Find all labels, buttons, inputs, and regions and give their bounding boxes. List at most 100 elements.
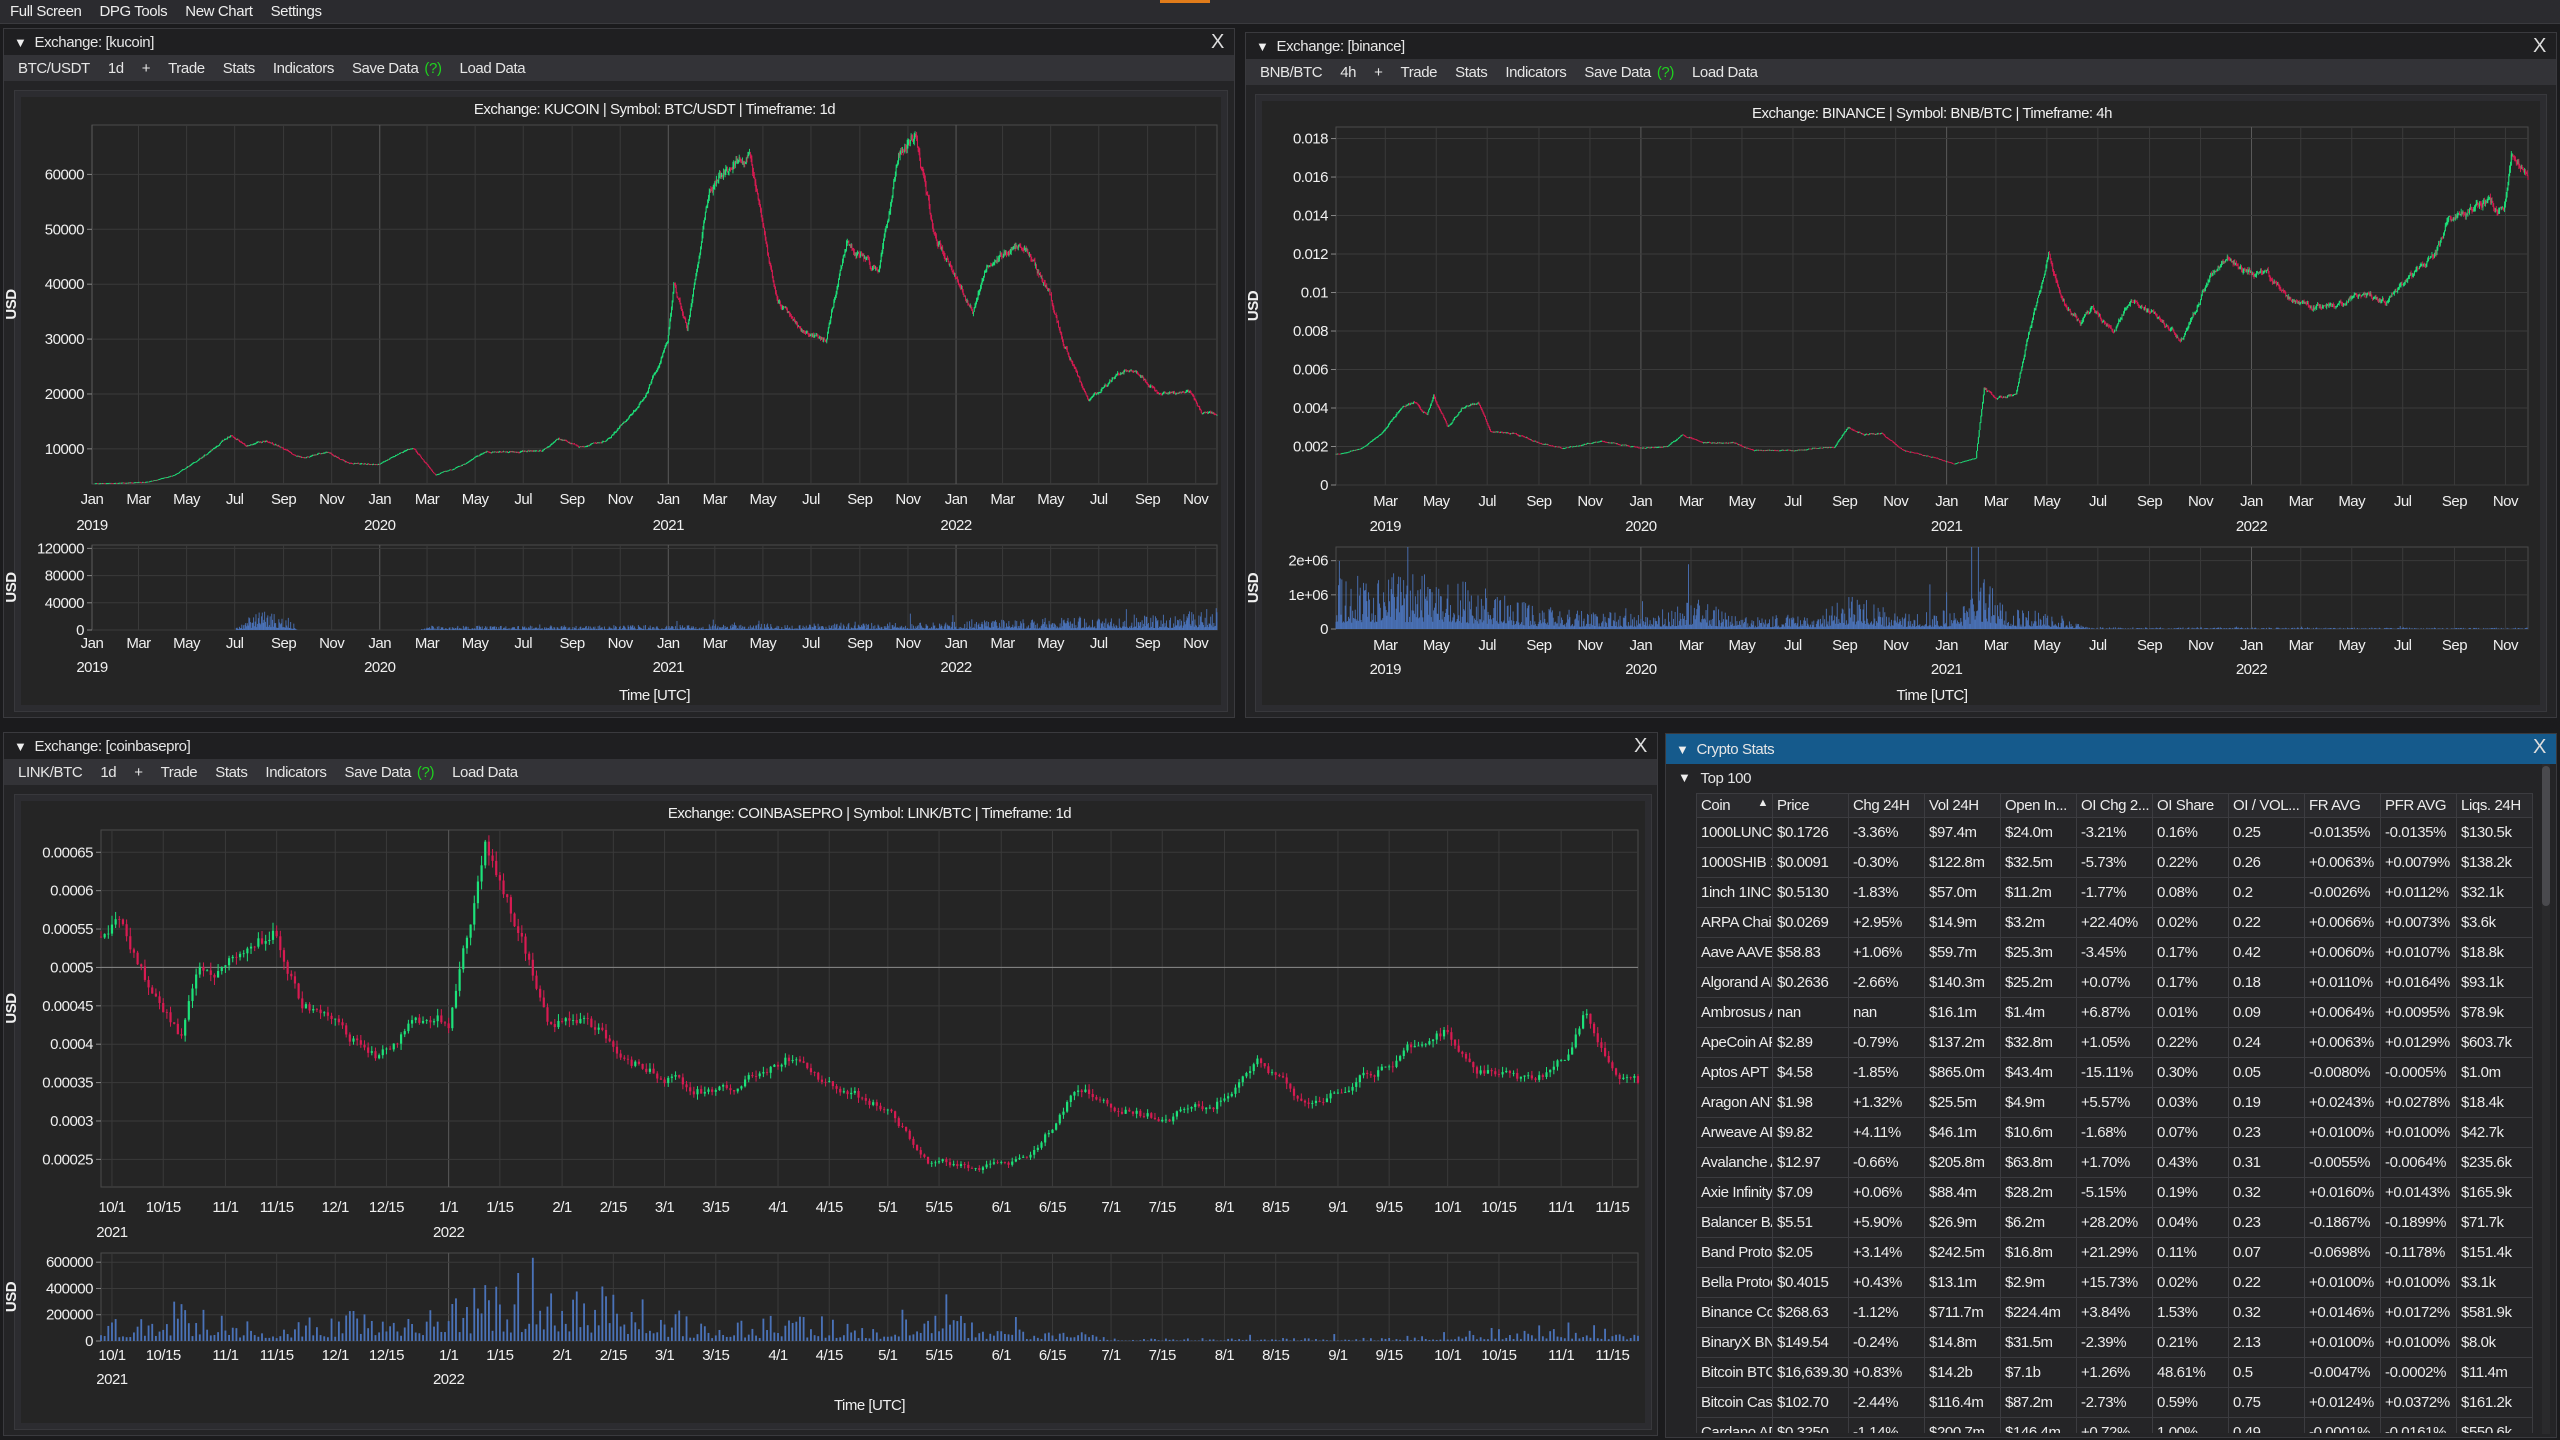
trade-button[interactable]: Trade bbox=[161, 764, 198, 781]
help-icon[interactable]: (?) bbox=[417, 764, 434, 781]
symbol-selector[interactable]: LINK/BTC bbox=[18, 764, 82, 781]
column-header[interactable]: Chg 24H bbox=[1849, 794, 1925, 818]
add-button[interactable]: + bbox=[134, 764, 142, 781]
table-row[interactable]: Band Protocol BAND$2.05+3.14%$242.5m$16.… bbox=[1697, 1238, 2533, 1268]
table-row[interactable]: Cardano ADA$0.3250-1.14%$200.7m$146.4m+0… bbox=[1697, 1418, 2533, 1434]
menu-full-screen[interactable]: Full Screen bbox=[10, 3, 81, 20]
table-row[interactable]: ApeCoin APE$2.89-0.79%$137.2m$32.8m+1.05… bbox=[1697, 1028, 2533, 1058]
indicators-button[interactable]: Indicators bbox=[1505, 64, 1566, 81]
table-row[interactable]: Bitcoin Cash BCH$102.70-2.44%$116.4m$87.… bbox=[1697, 1388, 2533, 1418]
load-data-button[interactable]: Load Data bbox=[460, 60, 526, 77]
table-row[interactable]: Aave AAVE $58.83 +1.06% $59.7m $25.3m -3.45% 0… bbox=[1697, 938, 2533, 968]
column-header[interactable]: FR AVG bbox=[2305, 794, 2381, 818]
trade-button[interactable]: Trade bbox=[168, 60, 205, 77]
save-data-button[interactable]: Save Data bbox=[1584, 64, 1650, 81]
table-cell: $0.3250 bbox=[1773, 1418, 1849, 1434]
table-row[interactable]: BinaryX BNX$149.54-0.24%$14.8m$31.5m-2.3… bbox=[1697, 1328, 2533, 1358]
table-row[interactable]: Bella Protocol BEL$0.4015+0.43%$13.1m$2.… bbox=[1697, 1268, 2533, 1298]
table-cell: +0.0172% bbox=[2381, 1298, 2457, 1328]
table-cell: Ambrosus AMB bbox=[1697, 998, 1773, 1028]
table-row[interactable]: Aptos APT $4.58 -1.85% $865.0m $43.4m -15.11%… bbox=[1697, 1058, 2533, 1088]
collapse-triangle-icon[interactable]: ▼ bbox=[1678, 770, 1690, 787]
column-header[interactable]: OI Chg 2... bbox=[2077, 794, 2153, 818]
close-icon[interactable]: X bbox=[1634, 735, 1647, 757]
stats-button[interactable]: Stats bbox=[223, 60, 255, 77]
column-header[interactable]: Vol 24H bbox=[1925, 794, 2001, 818]
table-cell: -1.77% bbox=[2077, 878, 2153, 908]
table-row[interactable]: Avalanche AVAX$12.97-0.66%$205.8m$63.8m+… bbox=[1697, 1148, 2533, 1178]
binance-titlebar[interactable]: ▼ Exchange: [binance] X bbox=[1246, 33, 2556, 59]
table-cell: +1.32% bbox=[1849, 1088, 1925, 1118]
menu-dpg-tools[interactable]: DPG Tools bbox=[99, 3, 167, 20]
indicators-button[interactable]: Indicators bbox=[265, 764, 326, 781]
timeframe-selector[interactable]: 1d bbox=[108, 60, 124, 77]
close-icon[interactable]: X bbox=[1211, 31, 1224, 53]
symbol-selector[interactable]: BNB/BTC bbox=[1260, 64, 1322, 81]
collapse-triangle-icon[interactable]: ▼ bbox=[14, 35, 26, 50]
column-header[interactable]: Open In... bbox=[2001, 794, 2077, 818]
close-icon[interactable]: X bbox=[2533, 35, 2546, 57]
help-icon[interactable]: (?) bbox=[1657, 64, 1674, 81]
table-cell: -2.44% bbox=[1849, 1388, 1925, 1418]
table-cell: -2.39% bbox=[2077, 1328, 2153, 1358]
table-cell: nan bbox=[1849, 998, 1925, 1028]
scrollbar[interactable] bbox=[2542, 764, 2550, 1434]
table-row[interactable]: 1000LUNC 1000LUNC$0.1726-3.36%$97.4m$24.… bbox=[1697, 818, 2533, 848]
scrollbar-thumb[interactable] bbox=[2542, 766, 2550, 906]
table-cell: -0.0135% bbox=[2381, 818, 2457, 848]
table-cell: -0.79% bbox=[1849, 1028, 1925, 1058]
table-cell: -1.85% bbox=[1849, 1058, 1925, 1088]
table-cell: +6.87% bbox=[2077, 998, 2153, 1028]
sort-ascending-icon[interactable]: ▲ bbox=[1758, 797, 1769, 809]
stats-button[interactable]: Stats bbox=[215, 764, 247, 781]
crypto-stats-titlebar[interactable]: ▼ Crypto Stats X bbox=[1666, 734, 2556, 764]
table-cell: +0.0100% bbox=[2381, 1328, 2457, 1358]
table-row[interactable]: Balancer BAL$5.51+5.90%$26.9m$6.2m+28.20… bbox=[1697, 1208, 2533, 1238]
collapse-triangle-icon[interactable]: ▼ bbox=[14, 739, 26, 754]
table-row[interactable]: Axie Infinity AXS$7.09+0.06%$88.4m$28.2m… bbox=[1697, 1178, 2533, 1208]
help-icon[interactable]: (?) bbox=[424, 60, 441, 77]
column-header[interactable]: Coin ▲ bbox=[1697, 794, 1773, 818]
load-data-button[interactable]: Load Data bbox=[1692, 64, 1758, 81]
table-row[interactable]: Algorand ALGO$0.2636-2.66%$140.3m$25.2m+… bbox=[1697, 968, 2533, 998]
column-header-label: Vol 24H bbox=[1929, 797, 1979, 814]
table-row[interactable]: Binance Coin BNB$268.63-1.12%$711.7m$224… bbox=[1697, 1298, 2533, 1328]
table-row[interactable]: 1000SHIB 1000SHIB$0.0091-0.30%$122.8m$32… bbox=[1697, 848, 2533, 878]
table-row[interactable]: ARPA Chain ARPA$0.0269+2.95%$14.9m$3.2m+… bbox=[1697, 908, 2533, 938]
save-data-button[interactable]: Save Data bbox=[352, 60, 418, 77]
column-header[interactable]: OI / VOL... bbox=[2229, 794, 2305, 818]
save-data-button[interactable]: Save Data bbox=[344, 764, 410, 781]
stats-button[interactable]: Stats bbox=[1455, 64, 1487, 81]
table-cell: +1.70% bbox=[2077, 1148, 2153, 1178]
column-header[interactable]: PFR AVG bbox=[2381, 794, 2457, 818]
column-header[interactable]: Liqs. 24H bbox=[2457, 794, 2533, 818]
table-row[interactable]: Ambrosus AMBnannan$16.1m$1.4m+6.87%0.01%… bbox=[1697, 998, 2533, 1028]
top100-section-header[interactable]: ▼ Top 100 bbox=[1678, 770, 1751, 787]
table-row[interactable]: 1inch 1INCH$0.5130-1.83%$57.0m$11.2m-1.7… bbox=[1697, 878, 2533, 908]
table-cell: -0.0047% bbox=[2305, 1358, 2381, 1388]
close-icon[interactable]: X bbox=[2533, 736, 2546, 758]
kucoin-titlebar[interactable]: ▼ Exchange: [kucoin] X bbox=[4, 29, 1234, 55]
timeframe-selector[interactable]: 4h bbox=[1340, 64, 1356, 81]
collapse-triangle-icon[interactable]: ▼ bbox=[1256, 39, 1268, 54]
table-cell: 0.01% bbox=[2153, 998, 2229, 1028]
collapse-triangle-icon[interactable]: ▼ bbox=[1676, 742, 1688, 757]
coinbasepro-titlebar[interactable]: ▼ Exchange: [coinbasepro] X bbox=[4, 733, 1657, 759]
table-row[interactable]: Arweave AR $9.82 +4.11% $46.1m $10.6m -1.68% 0… bbox=[1697, 1118, 2533, 1148]
timeframe-selector[interactable]: 1d bbox=[100, 764, 116, 781]
column-header[interactable]: OI Share bbox=[2153, 794, 2229, 818]
table-cell: $32.1k bbox=[2457, 878, 2533, 908]
column-header[interactable]: Price bbox=[1773, 794, 1849, 818]
table-row[interactable]: Bitcoin BTC $16,639.30 +0.83% $14.2b $7.1b +1… bbox=[1697, 1358, 2533, 1388]
add-button[interactable]: + bbox=[1374, 64, 1382, 81]
symbol-selector[interactable]: BTC/USDT bbox=[18, 60, 90, 77]
table-row[interactable]: Aragon ANT $1.98 +1.32% $25.5m $4.9m +5.57% 0.… bbox=[1697, 1088, 2533, 1118]
add-button[interactable]: + bbox=[142, 60, 150, 77]
table-cell: $16.8m bbox=[2001, 1238, 2077, 1268]
coinbasepro-chart-panel: ▼ Exchange: [coinbasepro] X LINK/BTC 1d + Trad… bbox=[3, 732, 1658, 1436]
trade-button[interactable]: Trade bbox=[1400, 64, 1437, 81]
menu-settings[interactable]: Settings bbox=[271, 3, 322, 20]
indicators-button[interactable]: Indicators bbox=[273, 60, 334, 77]
menu-new-chart[interactable]: New Chart bbox=[185, 3, 252, 20]
load-data-button[interactable]: Load Data bbox=[452, 764, 518, 781]
